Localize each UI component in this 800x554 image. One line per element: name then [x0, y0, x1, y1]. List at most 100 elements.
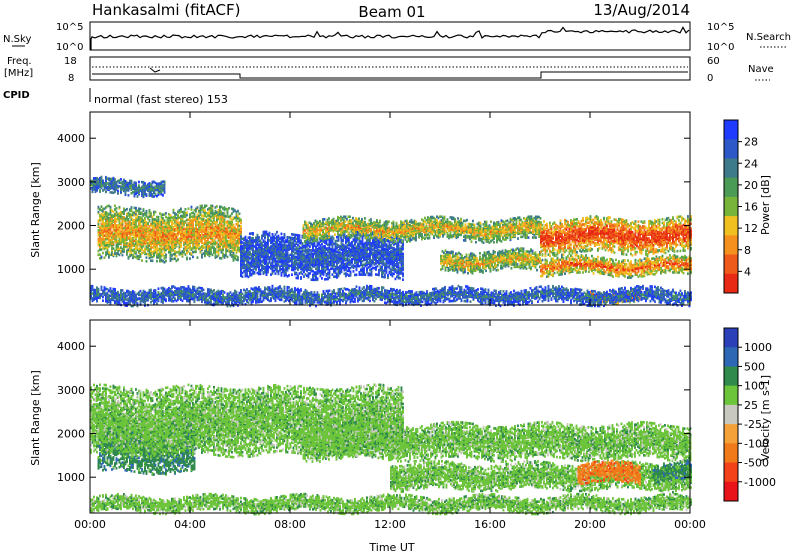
- echo-cell: [192, 223, 194, 226]
- echo-cell: [185, 208, 187, 211]
- echo-cell: [398, 244, 400, 247]
- echo-cell: [113, 247, 115, 250]
- echo-cell: [179, 248, 181, 251]
- echo-cell: [149, 209, 151, 212]
- echo-cell: [278, 263, 280, 266]
- echo-cell: [98, 211, 100, 214]
- echo-cell: [299, 234, 301, 237]
- echo-cell: [227, 256, 229, 259]
- cpid-value: normal (fast stereo) 153: [94, 93, 228, 106]
- echo-cell: [239, 212, 241, 215]
- freq-unit: [MHz]: [4, 68, 33, 79]
- echo-cell: [378, 274, 380, 277]
- echo-cell: [98, 223, 100, 226]
- echo-cell: [92, 191, 94, 194]
- echo-cell: [233, 252, 235, 255]
- echo-cell: [119, 206, 121, 209]
- echo-cell: [117, 190, 119, 193]
- echo-cell: [152, 260, 154, 263]
- echo-cell: [402, 248, 404, 251]
- echo-cell: [192, 256, 194, 259]
- echo-cell: [180, 244, 182, 247]
- echo-cell: [186, 211, 188, 214]
- echo-cell: [114, 178, 116, 181]
- echo-cell: [338, 237, 340, 240]
- echo-cell: [402, 263, 404, 266]
- echo-cell: [245, 236, 247, 239]
- echo-cell: [228, 207, 230, 210]
- echo-cell: [140, 208, 142, 211]
- echo-cell: [102, 179, 104, 182]
- echo-cell: [246, 272, 248, 275]
- echo-cell: [300, 239, 302, 242]
- echo-cell: [165, 212, 167, 215]
- echo-cell: [123, 250, 125, 253]
- echo-cell: [291, 273, 293, 276]
- echo-cell: [356, 269, 358, 272]
- echo-cell: [350, 270, 352, 273]
- echo-cell: [165, 260, 167, 263]
- echo-cell: [341, 271, 343, 274]
- echo-cell: [314, 242, 316, 245]
- echo-cell: [186, 257, 188, 260]
- echo-cell: [102, 252, 104, 255]
- echo-cell: [219, 208, 221, 211]
- freq-dip: [150, 68, 160, 72]
- echo-cell: [240, 219, 242, 222]
- echo-cell: [173, 209, 175, 212]
- echo-cell: [307, 224, 309, 227]
- echo-cell: [108, 256, 110, 259]
- echo-cell: [146, 256, 148, 259]
- echo-cell: [177, 258, 179, 261]
- echo-cell: [99, 189, 101, 192]
- echo-cell: [399, 277, 401, 280]
- echo-cell: [351, 260, 353, 263]
- nsky-panel: N.Sky 10^5 10^0 10^5 10^0 N.Search: [3, 22, 791, 53]
- echo-cell: [125, 194, 127, 197]
- echo-cell: [176, 255, 178, 258]
- echo-cell: [149, 219, 151, 222]
- echo-cell: [300, 276, 302, 279]
- echo-cell: [131, 180, 133, 183]
- echo-cell: [138, 181, 140, 184]
- echo-cell: [114, 205, 116, 208]
- echo-cell: [216, 205, 218, 208]
- echo-cell: [144, 182, 146, 185]
- echo-cell: [212, 224, 214, 227]
- echo-cell: [210, 249, 212, 252]
- echo-cell: [237, 259, 239, 262]
- echo-cell: [288, 274, 290, 277]
- echo-cell: [363, 267, 365, 270]
- echo-cell: [113, 211, 115, 214]
- freq-tick-bottom: 8: [68, 73, 74, 84]
- echo-cell: [189, 244, 191, 247]
- echo-cell: [275, 272, 277, 275]
- echo-cell: [110, 206, 112, 209]
- echo-cell: [240, 227, 242, 230]
- echo-cell: [321, 243, 323, 246]
- echo-cell: [276, 266, 278, 269]
- echo-cell: [321, 277, 323, 280]
- echo-cell: [242, 275, 244, 278]
- echo-cell: [237, 210, 239, 213]
- echo-cell: [122, 254, 124, 257]
- echo-cell: [164, 251, 166, 254]
- echo-cell: [213, 217, 215, 220]
- echo-cell: [155, 211, 157, 214]
- echo-cell: [402, 253, 404, 256]
- echo-cell: [281, 233, 283, 236]
- echo-cell: [402, 260, 404, 263]
- echo-cell: [201, 205, 203, 208]
- echo-cell: [386, 269, 388, 272]
- echo-cell: [195, 250, 197, 253]
- echo-cell: [276, 231, 278, 234]
- echo-cell: [306, 222, 308, 225]
- freq-frame: [90, 57, 690, 80]
- echo-cell: [201, 256, 203, 259]
- echo-cell: [191, 208, 193, 211]
- echo-cell: [186, 214, 188, 217]
- echo-cell: [302, 273, 304, 276]
- echo-cell: [296, 272, 298, 275]
- echo-cell: [386, 271, 388, 274]
